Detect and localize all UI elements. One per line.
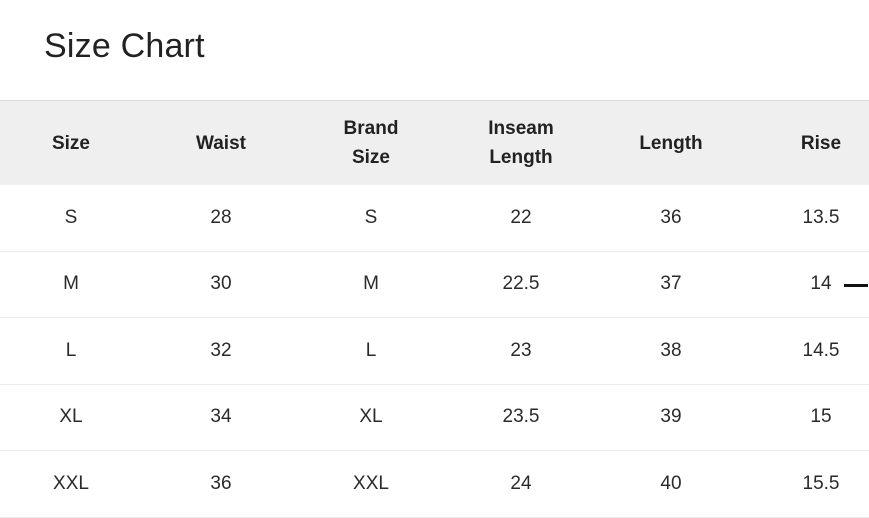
table-cell: 13.5 — [802, 206, 840, 228]
table-cell: 23.5 — [502, 406, 540, 428]
header-size: Size — [51, 132, 91, 154]
table-row: L 32 L 23 38 14.5 — [0, 318, 869, 385]
table-header: Size Waist Brand Size Inseam Length Leng… — [0, 100, 869, 185]
table-cell: 36 — [210, 472, 232, 494]
table-cell: 30 — [210, 273, 232, 295]
table-cell: 36 — [660, 206, 682, 228]
table-cell: 38 — [660, 339, 682, 361]
table-cell: M — [363, 273, 379, 295]
table-cell: S — [364, 206, 378, 228]
table-cell: 14 — [810, 273, 832, 295]
table-cell: XXL — [53, 472, 89, 494]
header-inseam-length: Inseam Length — [488, 118, 554, 168]
header-length: Length — [639, 132, 703, 154]
table-cell: 37 — [660, 273, 682, 295]
table-cell: XXL — [353, 472, 389, 494]
table-cell: 15.5 — [802, 472, 840, 494]
header-rise: Rise — [800, 132, 842, 154]
table-cell: XL — [59, 406, 83, 428]
table-cell: 34 — [210, 406, 232, 428]
table-cell: 32 — [210, 339, 232, 361]
table-cell: 28 — [210, 206, 232, 228]
table-cell: M — [63, 273, 79, 295]
size-chart-table: Size Waist Brand Size Inseam Length Leng… — [0, 100, 869, 518]
table-row: XL 34 XL 23.5 39 15 — [0, 385, 869, 451]
table-row: M 30 M 22.5 37 14 — [0, 252, 869, 318]
table-cell: 24 — [510, 472, 532, 494]
table-cell: S — [64, 206, 78, 228]
dash-mark — [844, 284, 868, 287]
header-brand-size: Brand Size — [343, 118, 399, 168]
table-cell: XL — [359, 406, 383, 428]
page-title: Size Chart — [44, 27, 205, 65]
table-row: XXL 36 XXL 24 40 15.5 — [0, 451, 869, 518]
table-cell: 39 — [660, 406, 682, 428]
header-waist: Waist — [196, 132, 246, 154]
table-cell: 14.5 — [802, 339, 840, 361]
table-cell: L — [365, 339, 377, 361]
table-row: S 28 S 22 36 13.5 — [0, 185, 869, 252]
table-cell: 23 — [510, 339, 532, 361]
table-cell: 40 — [660, 472, 682, 494]
table-cell: 22.5 — [502, 273, 540, 295]
table-cell: 22 — [510, 206, 532, 228]
table-cell: 15 — [810, 406, 832, 428]
table-cell: L — [65, 339, 77, 361]
